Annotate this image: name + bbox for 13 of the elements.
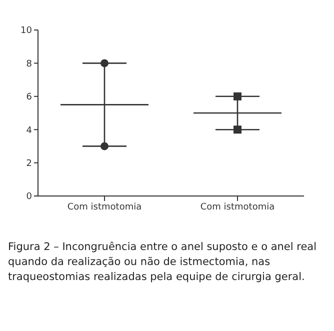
x-tick-label: Com istmotomia	[200, 202, 275, 212]
y-tick-label: 0	[26, 192, 32, 202]
point	[100, 142, 108, 150]
y-tick-label: 6	[26, 92, 32, 103]
text: Figura 2 – Incongruência entre o anel suposto e o anel real quando da realização ou não de istmectomia, nas traqueostomias realizadas pela equipe de cirurgia geral.	[8, 240, 318, 285]
y-tick-label: 2	[26, 158, 32, 169]
y-tick-label: 10	[20, 26, 32, 36]
point	[234, 92, 242, 100]
point	[100, 59, 108, 68]
point	[234, 126, 242, 134]
x-tick-label: Com istmotomia	[67, 202, 142, 212]
y-tick-label: 4	[26, 126, 32, 136]
y-tick-label: 8	[26, 59, 32, 70]
